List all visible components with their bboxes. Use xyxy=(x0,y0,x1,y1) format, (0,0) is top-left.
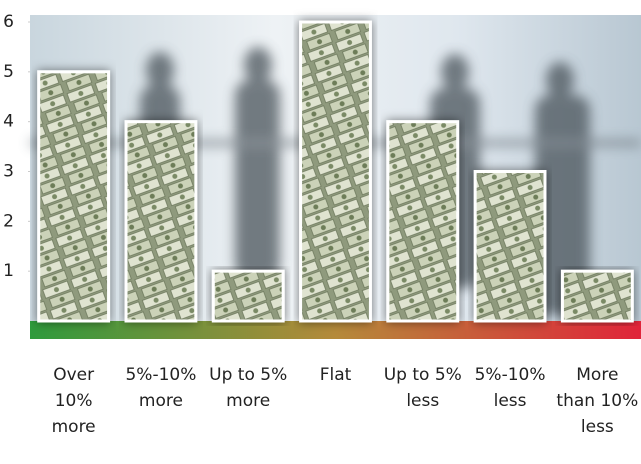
color-strip xyxy=(30,321,641,339)
y-tick-label: 6 xyxy=(3,12,14,32)
bar xyxy=(386,120,460,323)
y-tick-label: 4 xyxy=(3,112,14,132)
x-tick-label: Up to 5% more xyxy=(209,365,288,411)
bar xyxy=(211,269,285,323)
x-tick-label: More than 10% less xyxy=(556,365,639,437)
x-tick-label: Flat xyxy=(319,365,352,385)
bar xyxy=(37,70,111,323)
y-tick-label: 2 xyxy=(3,211,14,231)
x-tick-label: 5%-10% less xyxy=(474,365,546,411)
bar xyxy=(560,269,634,323)
bar xyxy=(473,170,547,323)
bar xyxy=(299,20,372,323)
y-tick-label: 5 xyxy=(3,62,14,82)
y-tick-label: 1 xyxy=(3,261,14,281)
bar xyxy=(124,120,198,323)
y-tick-label: 3 xyxy=(3,162,14,182)
x-tick-label: Over 10% more xyxy=(51,365,96,437)
x-tick-label: Up to 5% less xyxy=(383,365,462,411)
x-tick-label: 5%-10% more xyxy=(125,365,197,411)
